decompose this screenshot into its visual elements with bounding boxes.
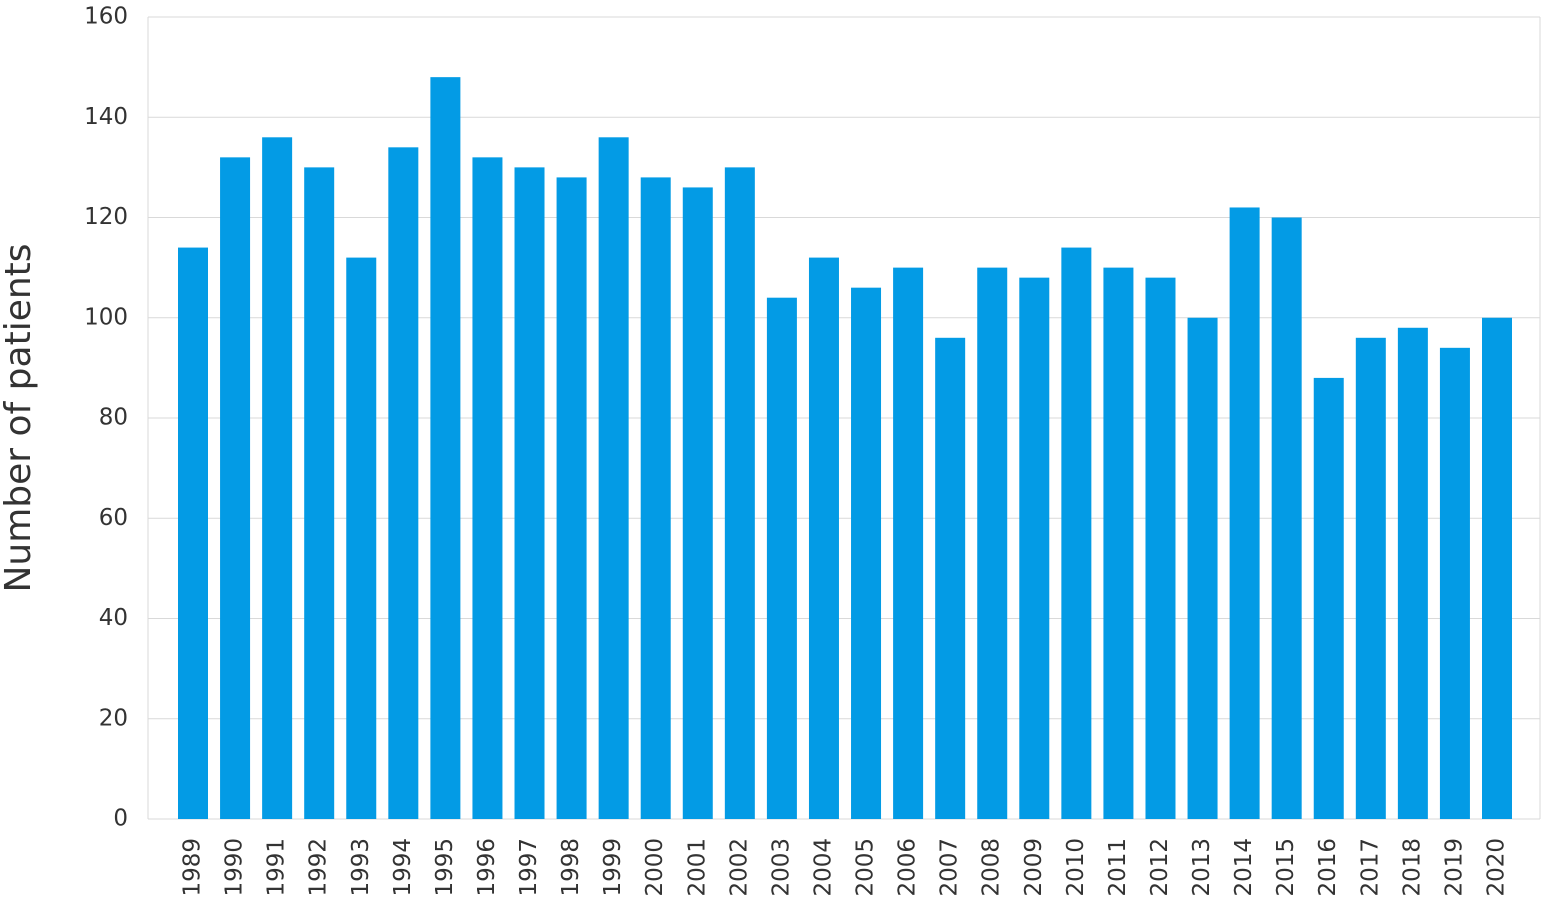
bar	[262, 137, 293, 820]
y-tick-label: 160	[84, 4, 128, 30]
bar	[1145, 277, 1176, 819]
bar	[851, 287, 882, 819]
x-tick-label: 2002	[726, 838, 752, 897]
bar	[640, 177, 671, 819]
y-tick-label: 40	[99, 605, 128, 631]
x-tick-label: 2013	[1189, 838, 1215, 897]
bar	[1019, 277, 1050, 819]
bar	[1061, 247, 1092, 819]
x-tick-label: 2001	[684, 838, 710, 897]
x-tick-label: 2019	[1441, 838, 1467, 897]
x-tick-label: 1997	[516, 838, 542, 897]
x-tick-label: 1994	[390, 838, 416, 897]
x-tick-label: 1990	[222, 838, 248, 897]
bar	[977, 267, 1008, 819]
bar	[724, 167, 755, 819]
x-tick-label: 1999	[600, 838, 626, 897]
x-tick-label: 2018	[1399, 838, 1425, 897]
x-tick-label: 2017	[1357, 838, 1383, 897]
x-tick-label: 2007	[937, 838, 963, 897]
bar	[220, 157, 251, 820]
bar	[556, 177, 587, 819]
x-tick-label: 1998	[558, 838, 584, 897]
bar	[1103, 267, 1134, 819]
bar	[514, 167, 545, 819]
y-tick-label: 60	[99, 505, 128, 531]
bar	[472, 157, 503, 820]
bar	[1355, 337, 1386, 819]
x-tick-label: 2016	[1315, 838, 1341, 897]
bar	[1187, 317, 1218, 819]
y-tick-label: 20	[99, 705, 128, 731]
bar	[682, 187, 713, 820]
x-tick-label: 1989	[180, 838, 206, 897]
y-tick-label: 140	[84, 104, 128, 130]
bar	[1439, 347, 1470, 819]
y-tick-label: 100	[84, 304, 128, 330]
bar	[1482, 317, 1512, 819]
bar	[808, 257, 839, 820]
x-tick-label: 2006	[895, 838, 921, 897]
bar	[1397, 327, 1428, 819]
bar	[1271, 217, 1302, 819]
bar	[304, 167, 335, 819]
x-tick-label: 1991	[264, 838, 290, 897]
x-tick-label: 2020	[1484, 838, 1510, 897]
y-tick-label: 80	[99, 405, 128, 431]
x-tick-label: 1993	[348, 838, 374, 897]
y-axis-label: Number of patients	[0, 243, 39, 592]
y-tick-label: 0	[113, 806, 128, 832]
bar	[766, 297, 797, 819]
x-tick-label: 2012	[1147, 838, 1173, 897]
bar	[430, 77, 461, 819]
bar	[935, 337, 966, 819]
bar	[893, 267, 924, 819]
x-tick-label: 1995	[432, 838, 458, 897]
x-tick-label: 2004	[810, 838, 836, 897]
y-tick-label: 120	[84, 204, 128, 230]
bar	[178, 247, 208, 819]
x-tick-label: 1996	[474, 838, 500, 897]
bar	[388, 147, 419, 819]
x-tick-label: 2008	[979, 838, 1005, 897]
bar	[346, 257, 377, 820]
x-tick-label: 2010	[1063, 838, 1089, 897]
x-tick-label: 2009	[1021, 838, 1047, 897]
x-tick-label: 2011	[1105, 838, 1131, 897]
x-tick-label: 1992	[306, 838, 332, 897]
x-tick-label: 2005	[853, 838, 879, 897]
x-tick-label: 2014	[1231, 838, 1257, 897]
x-tick-label: 2015	[1273, 838, 1299, 897]
bar	[598, 137, 629, 820]
bar	[1229, 207, 1260, 820]
x-tick-label: 2000	[642, 838, 668, 897]
x-tick-label: 2003	[768, 838, 794, 897]
bar	[1313, 377, 1344, 819]
